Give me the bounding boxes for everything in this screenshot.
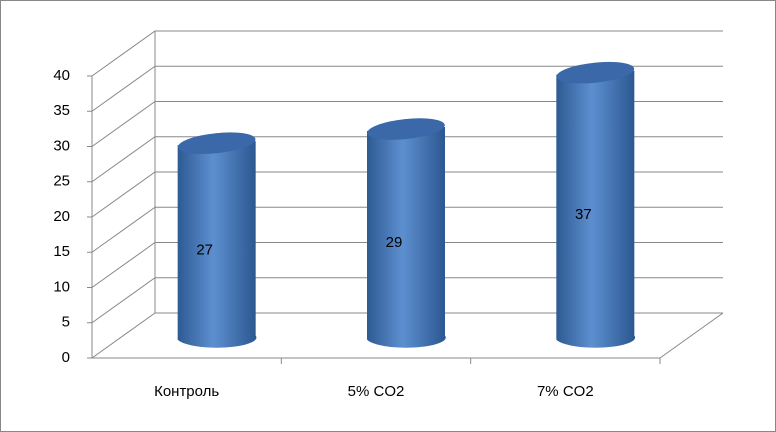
y-tick-label: 5 <box>62 314 70 331</box>
x-tick-label: Контроль <box>154 383 219 400</box>
bar <box>367 127 446 348</box>
y-tick-label: 25 <box>53 173 70 190</box>
grid-line <box>91 206 723 253</box>
grid-line <box>91 101 723 147</box>
bar <box>177 141 257 348</box>
y-tick-label: 15 <box>53 243 70 260</box>
y-tick-label: 10 <box>53 278 70 295</box>
y-tick-label: 20 <box>53 208 70 225</box>
floor-edge <box>659 312 724 359</box>
bar <box>556 70 636 348</box>
bar-top <box>367 118 445 140</box>
grid-line <box>91 171 723 218</box>
data-label: 27 <box>196 241 213 258</box>
grid-line <box>91 30 723 77</box>
x-tick-label: 7% CO2 <box>537 383 594 400</box>
data-label: 37 <box>575 206 592 223</box>
bar-top <box>177 132 256 154</box>
y-tick-label: 35 <box>53 102 70 119</box>
grid-line <box>91 242 723 288</box>
data-label: 29 <box>386 234 403 251</box>
grid-line <box>91 136 723 183</box>
y-tick-label: 0 <box>62 349 70 366</box>
grid-line <box>91 65 723 112</box>
x-tick-label: 5% CO2 <box>348 383 405 400</box>
grid-line <box>91 312 723 359</box>
bar-top <box>556 61 635 84</box>
y-tick-label: 40 <box>53 67 70 84</box>
grid-line <box>91 277 723 324</box>
y-tick-label: 30 <box>53 137 70 154</box>
